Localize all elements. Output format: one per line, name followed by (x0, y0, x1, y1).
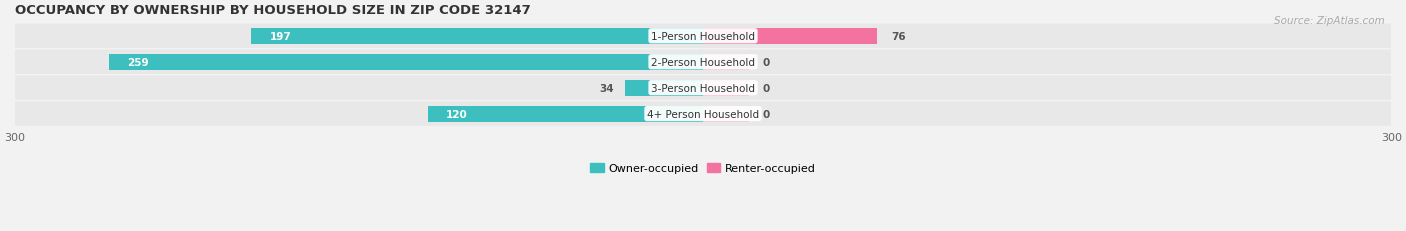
Bar (703, 106, 749, 122)
Text: 197: 197 (270, 32, 291, 42)
Text: 2-Person Household: 2-Person Household (651, 58, 755, 67)
Text: 120: 120 (446, 109, 468, 119)
Text: OCCUPANCY BY OWNERSHIP BY HOUSEHOLD SIZE IN ZIP CODE 32147: OCCUPANCY BY OWNERSHIP BY HOUSEHOLD SIZE… (14, 4, 530, 17)
FancyBboxPatch shape (14, 50, 1392, 75)
Text: 1-Person Household: 1-Person Household (651, 32, 755, 42)
Text: 259: 259 (127, 58, 149, 67)
Text: 4+ Person Household: 4+ Person Household (647, 109, 759, 119)
Text: 3-Person Household: 3-Person Household (651, 83, 755, 93)
FancyBboxPatch shape (14, 76, 1392, 100)
Bar (703, 55, 749, 70)
Legend: Owner-occupied, Renter-occupied: Owner-occupied, Renter-occupied (586, 159, 820, 178)
Text: 34: 34 (599, 83, 613, 93)
Bar (108, 55, 703, 70)
Text: 76: 76 (891, 32, 905, 42)
Bar (703, 80, 749, 96)
Bar (427, 106, 703, 122)
Bar (252, 29, 703, 45)
Text: 0: 0 (762, 58, 770, 67)
Text: 0: 0 (762, 109, 770, 119)
Text: 0: 0 (762, 83, 770, 93)
Bar (626, 80, 703, 96)
Bar (703, 29, 877, 45)
FancyBboxPatch shape (14, 102, 1392, 126)
FancyBboxPatch shape (14, 24, 1392, 49)
Text: Source: ZipAtlas.com: Source: ZipAtlas.com (1274, 16, 1385, 26)
